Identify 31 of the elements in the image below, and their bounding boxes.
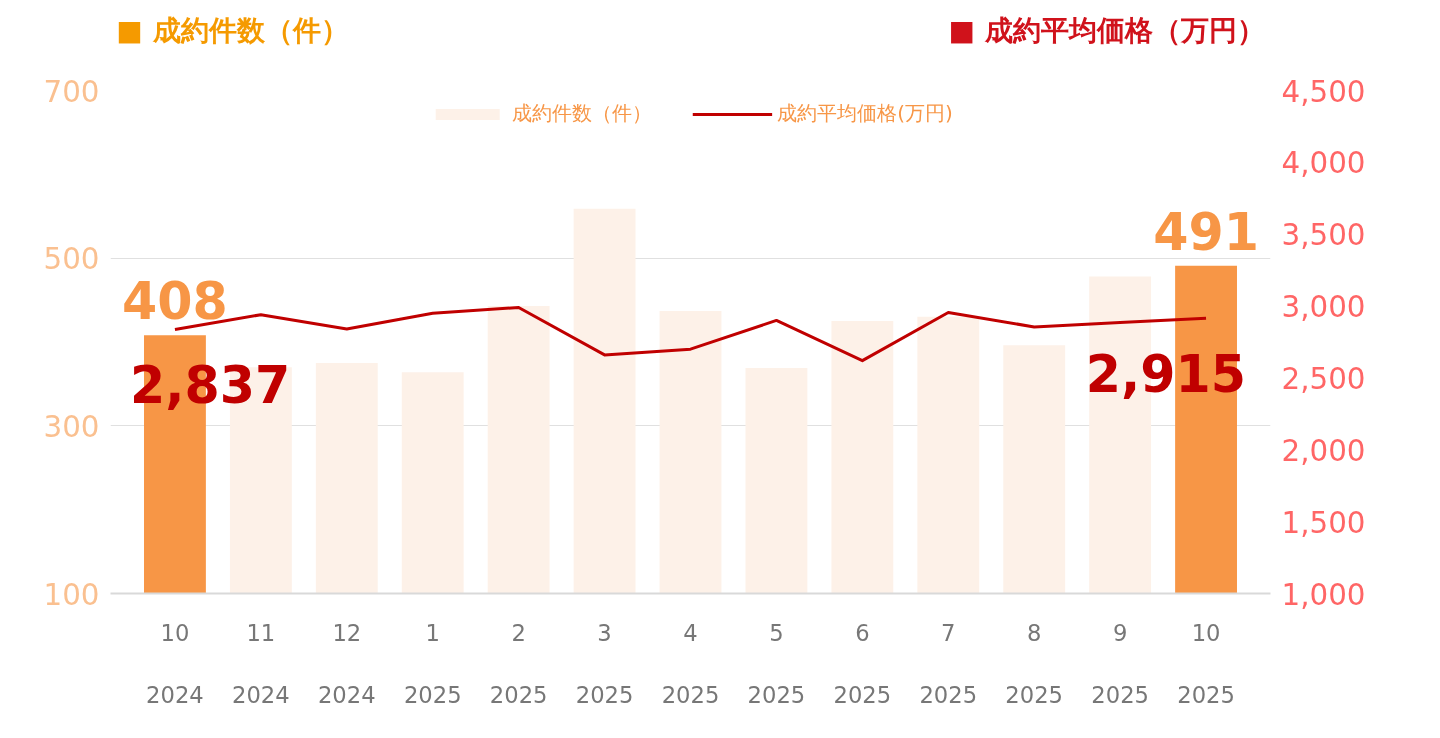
data-label: 491 <box>1153 202 1259 262</box>
category-label: 11 2024 <box>232 619 290 708</box>
category-label: 10 2024 <box>146 619 204 708</box>
y2-tick-label: 4,000 <box>1281 146 1366 181</box>
category-label: 9 2025 <box>1091 619 1149 708</box>
category-label: 1 2025 <box>403 619 462 708</box>
y2-tick-label: 1,500 <box>1281 505 1366 540</box>
y2-tick-label: 3,000 <box>1281 290 1366 325</box>
y-axis-title: ■ 成約件数（件） <box>116 14 349 47</box>
category-label: 2 2025 <box>489 619 548 708</box>
data-label: 408 <box>122 272 228 332</box>
y2-tick-label: 2,500 <box>1281 361 1366 396</box>
category-label: 7 2025 <box>919 619 978 708</box>
category-label: 12 2024 <box>317 619 376 708</box>
y-tick-label: 700 <box>43 74 100 109</box>
category-label: 10 2025 <box>1177 619 1235 708</box>
y2-tick-label: 2,000 <box>1281 433 1366 468</box>
y2-tick-label: 3,500 <box>1281 218 1366 253</box>
y-tick-label: 500 <box>43 242 100 277</box>
y2-axis-title: ■ 成約平均価格（万円） <box>948 14 1265 47</box>
y-tick-label: 100 <box>43 577 100 612</box>
category-label: 6 2025 <box>833 619 892 708</box>
y2-tick-label: 1,000 <box>1281 577 1366 612</box>
y-tick-label: 300 <box>43 409 100 444</box>
category-label: 5 2025 <box>747 619 806 708</box>
category-label: 8 2025 <box>1005 619 1064 708</box>
legend-label: 成約平均価格(万円) <box>777 100 953 127</box>
category-label: 3 2025 <box>575 619 634 708</box>
category-label: 4 2025 <box>661 619 720 708</box>
legend-label: 成約件数（件） <box>512 100 653 127</box>
y2-tick-label: 4,500 <box>1281 74 1366 109</box>
